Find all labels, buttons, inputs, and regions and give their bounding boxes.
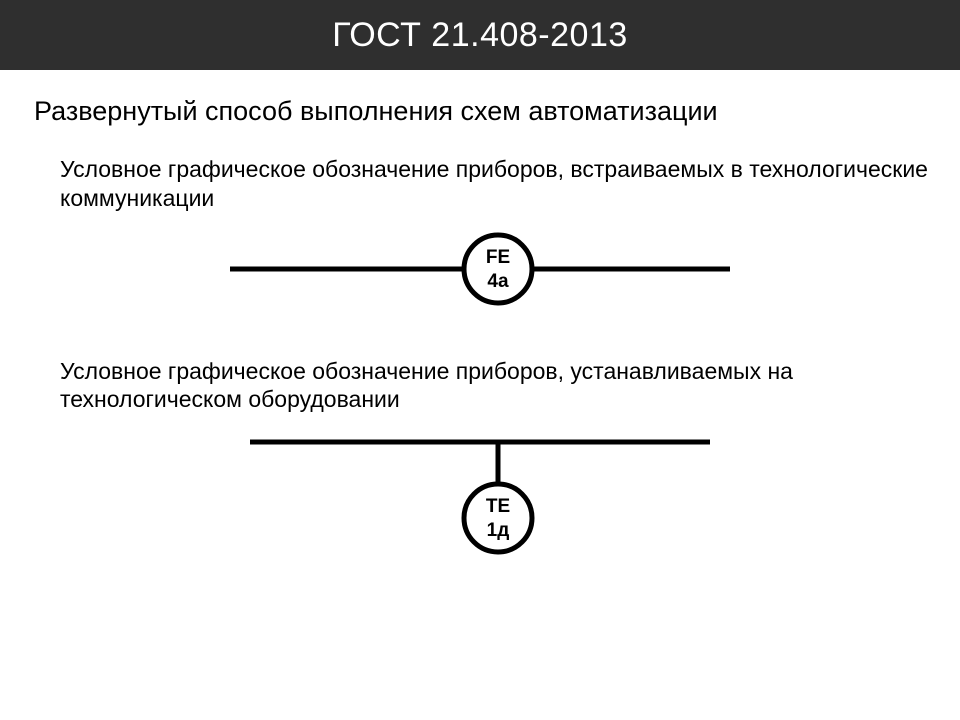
diagram-mounted-instrument: TE 1д (210, 428, 750, 568)
header-title: ГОСТ 21.408-2013 (332, 16, 628, 55)
header-bar: ГОСТ 21.408-2013 (0, 0, 960, 70)
content: Развернутый способ выполнения схем автом… (0, 70, 960, 568)
svg-text:TE: TE (486, 496, 510, 517)
mounted-instrument-svg: TE 1д (210, 428, 750, 568)
section1-text: Условное графическое обозначение приборо… (60, 155, 930, 213)
section2-text: Условное графическое обозначение приборо… (60, 357, 930, 415)
svg-text:FE: FE (486, 247, 510, 268)
diagram-inline-instrument: FE 4а (210, 227, 750, 327)
inline-instrument-svg: FE 4а (210, 227, 750, 327)
svg-text:1д: 1д (487, 520, 510, 541)
main-heading: Развернутый способ выполнения схем автом… (34, 96, 930, 127)
svg-text:4а: 4а (487, 271, 509, 292)
